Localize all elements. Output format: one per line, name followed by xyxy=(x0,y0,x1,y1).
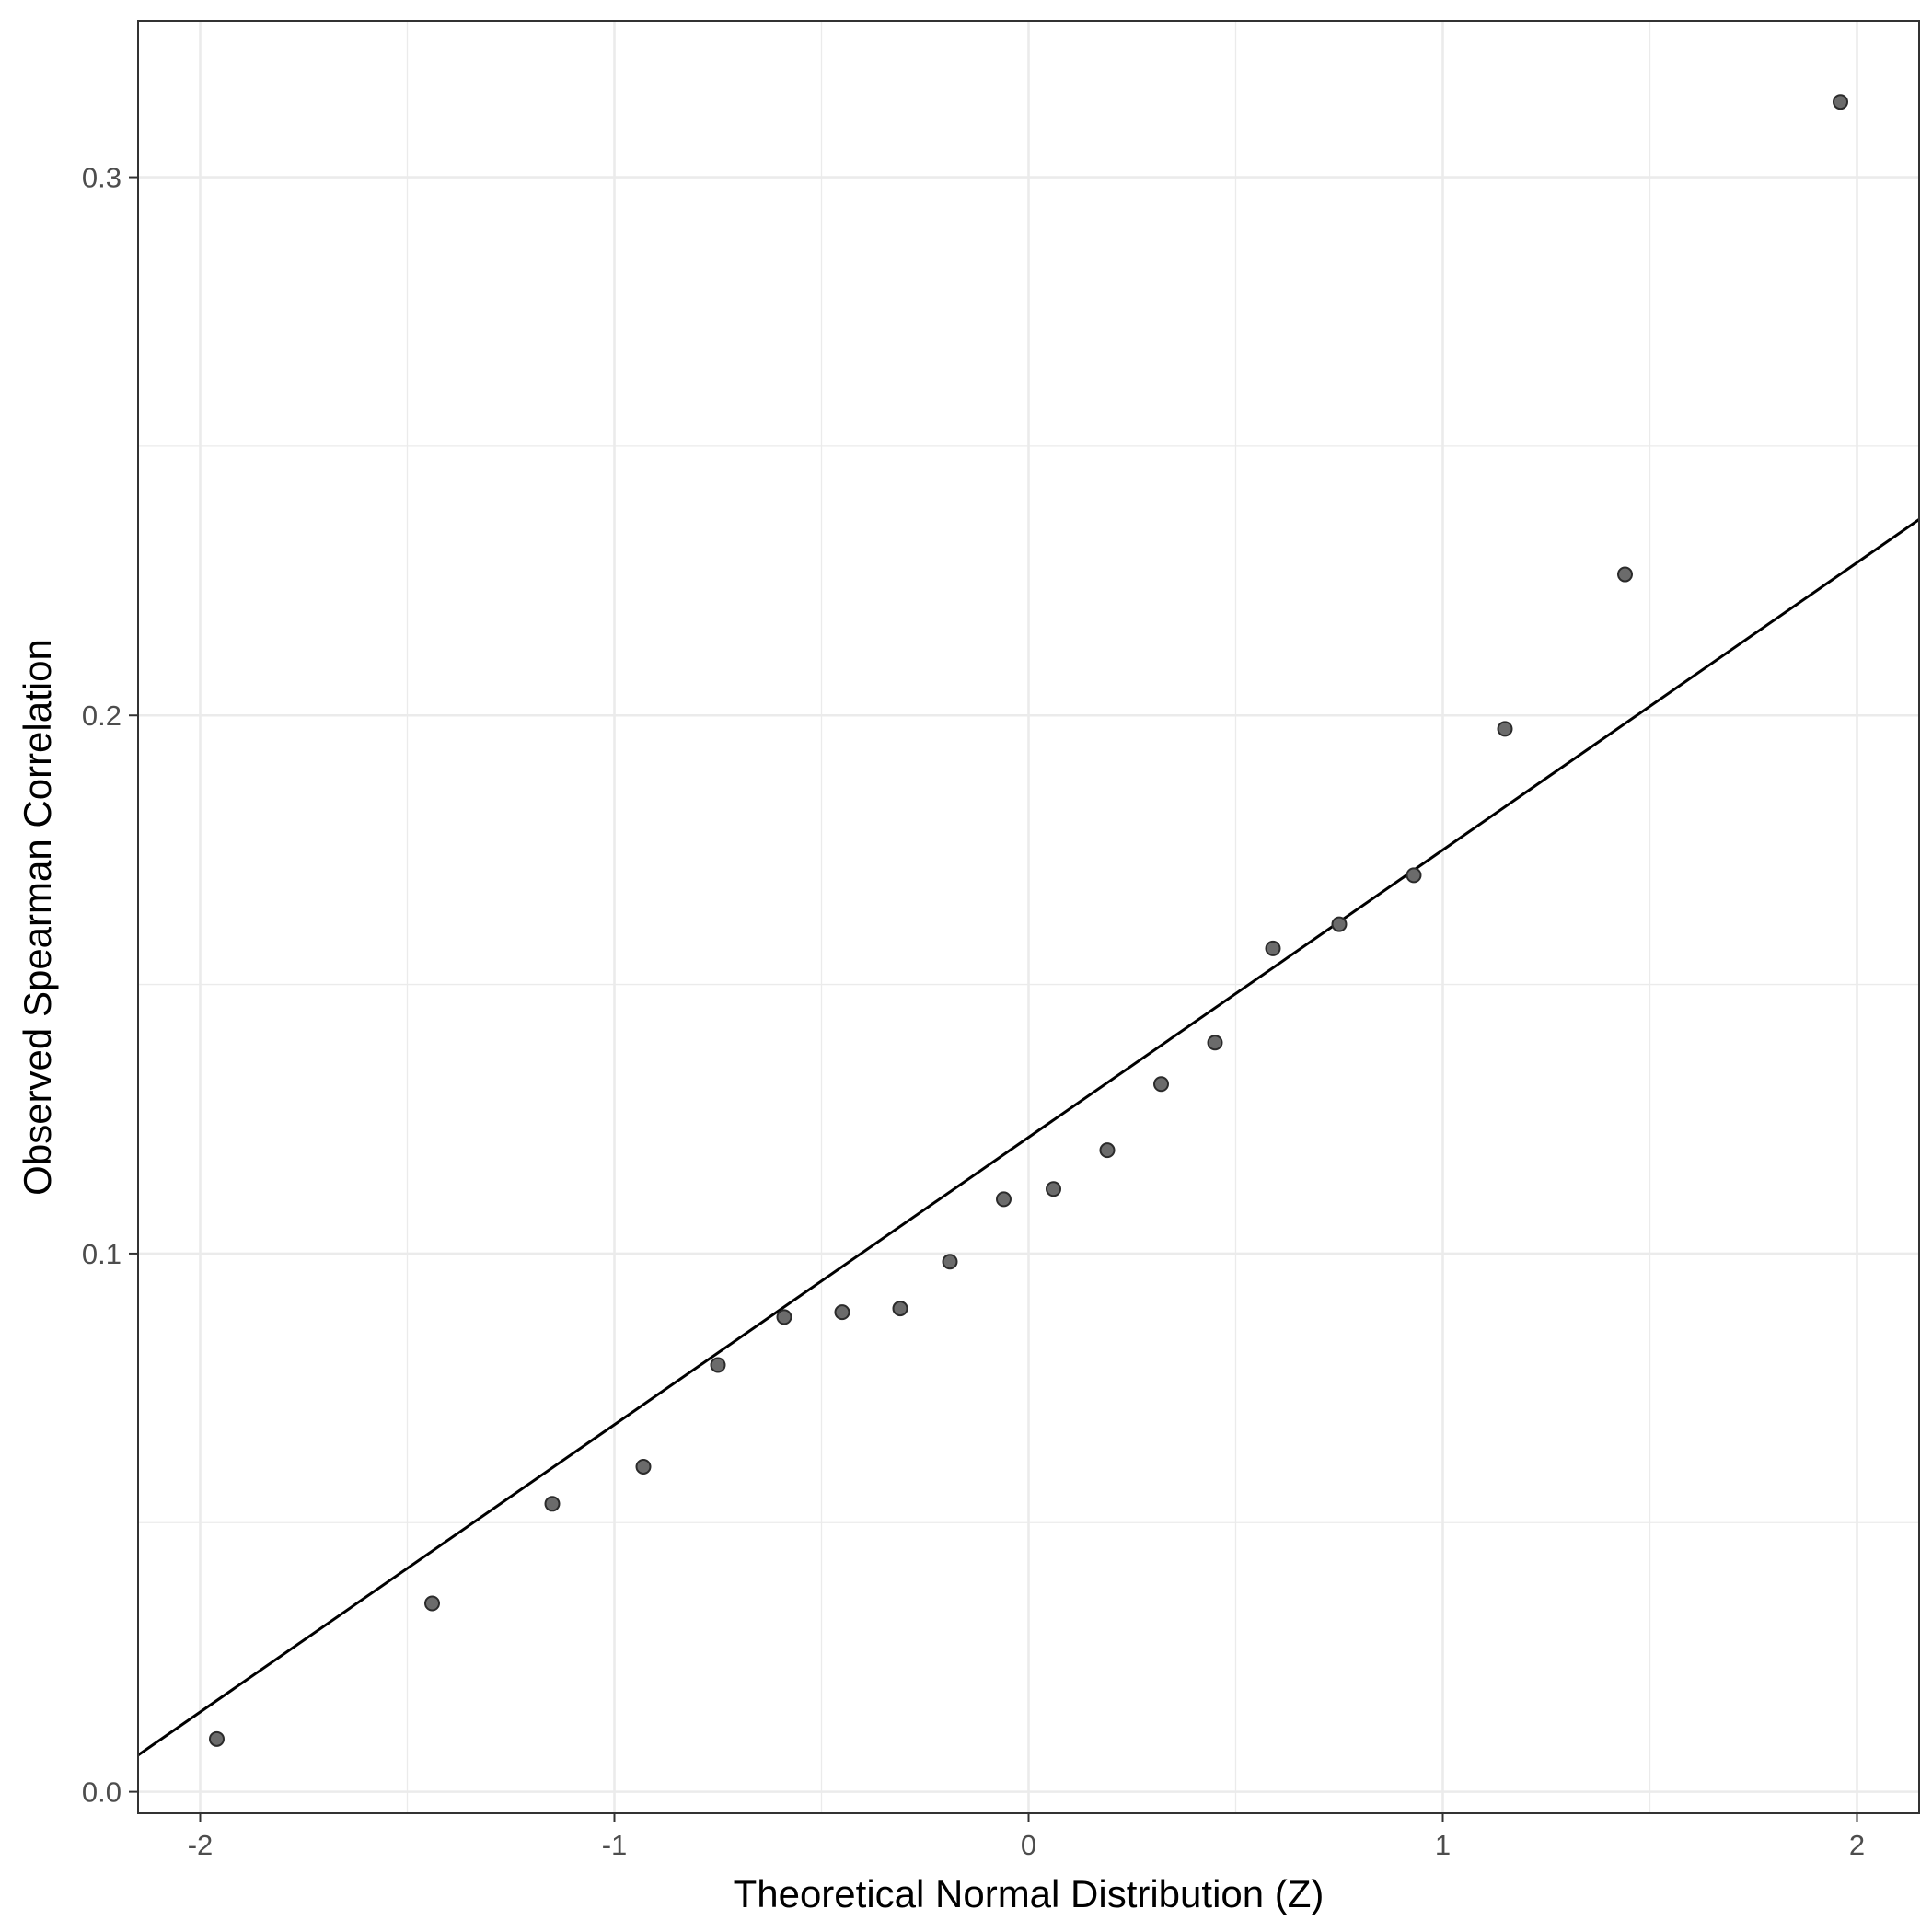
data-point xyxy=(776,1309,792,1325)
data-point xyxy=(1046,1181,1061,1197)
data-point xyxy=(834,1304,850,1321)
reference-line xyxy=(137,518,1920,1757)
y-axis-ticks: 0.0 0.1 0.2 0.3 xyxy=(82,162,138,1809)
y-axis-title: Observed Spearman Correlation xyxy=(16,639,59,1196)
data-point xyxy=(1617,566,1633,583)
data-point xyxy=(1331,916,1348,932)
y-tick-label: 0.2 xyxy=(82,700,121,732)
data-point xyxy=(1833,94,1848,110)
qq-reference-line xyxy=(137,518,1920,1757)
data-point xyxy=(1497,721,1513,737)
x-tick-label: -1 xyxy=(602,1829,628,1861)
x-tick-label: 1 xyxy=(1435,1829,1451,1861)
major-gridlines xyxy=(138,21,1919,1813)
data-point xyxy=(635,1458,652,1475)
data-point xyxy=(942,1254,958,1270)
data-point xyxy=(996,1191,1012,1208)
x-tick-label: 2 xyxy=(1849,1829,1865,1861)
y-tick-label: 0.1 xyxy=(82,1238,121,1270)
x-tick-label: -2 xyxy=(188,1829,214,1861)
x-axis-ticks: -2 -1 0 1 2 xyxy=(188,1813,1865,1861)
data-point xyxy=(1099,1142,1116,1159)
data-point xyxy=(892,1301,908,1317)
y-tick-label: 0.3 xyxy=(82,162,121,194)
data-point xyxy=(1153,1076,1169,1093)
data-point xyxy=(1406,867,1422,884)
data-point xyxy=(209,1730,225,1747)
data-points xyxy=(209,94,1848,1747)
data-point xyxy=(544,1496,561,1512)
data-point xyxy=(1265,940,1281,956)
data-point xyxy=(710,1357,726,1373)
x-axis-title: Theoretical Normal Distribution (Z) xyxy=(734,1872,1325,1915)
data-point xyxy=(424,1595,440,1612)
data-point xyxy=(1207,1035,1223,1051)
y-tick-label: 0.0 xyxy=(82,1776,121,1809)
x-tick-label: 0 xyxy=(1021,1829,1036,1861)
